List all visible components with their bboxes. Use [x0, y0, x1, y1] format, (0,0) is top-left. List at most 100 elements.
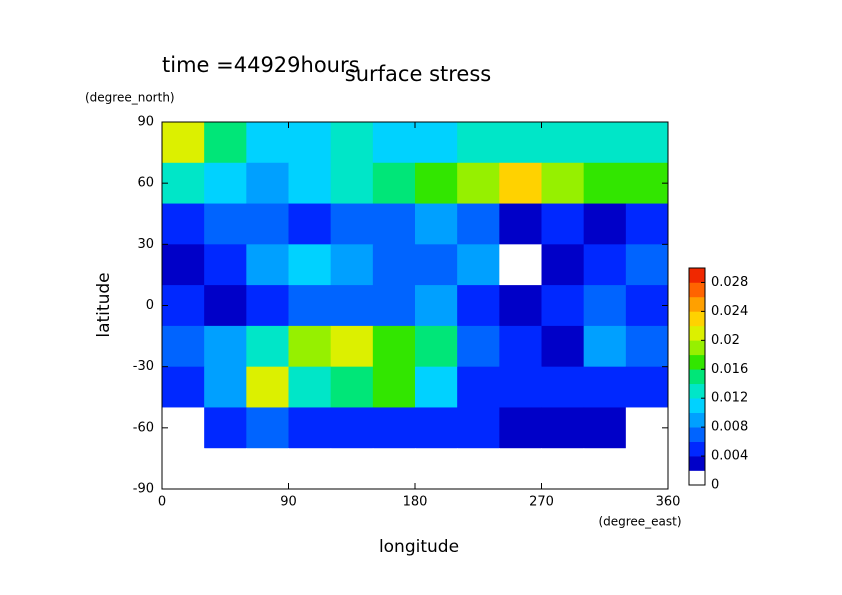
field-cell: [204, 325, 247, 368]
x-tick-label: 0: [158, 495, 166, 510]
field-cell: [625, 285, 669, 327]
field-cell: [372, 285, 416, 327]
colorbar-swatch: [689, 427, 705, 442]
field-cell: [457, 407, 500, 449]
colorbar-swatch: [689, 340, 705, 356]
field-cell: [372, 162, 416, 205]
colorbar-swatch: [689, 325, 705, 341]
field-cell: [415, 325, 458, 368]
y-tick-label: 30: [137, 237, 154, 252]
field-cell: [162, 325, 205, 368]
field-cell: [162, 244, 205, 286]
field-cell: [499, 325, 542, 368]
colorbar-swatch: [689, 354, 705, 370]
colorbar-tick-label: 0: [711, 478, 719, 493]
field-cell: [330, 325, 374, 368]
field-cell: [288, 162, 332, 205]
x-units: (degree_east): [598, 515, 681, 529]
field-cell: [372, 448, 416, 490]
colorbar-swatch: [689, 470, 705, 486]
field-cell: [499, 407, 542, 449]
field-cell: [499, 122, 542, 164]
field-cell: [162, 162, 205, 205]
field-cell: [457, 244, 500, 286]
field-cell: [288, 244, 332, 286]
field-cell: [246, 325, 289, 368]
field-cell: [204, 285, 247, 327]
y-units: (degree_north): [85, 91, 175, 105]
y-tick-label: 0: [146, 298, 154, 313]
field-cell: [204, 244, 247, 286]
field-cell: [162, 448, 205, 490]
field-cell: [288, 203, 332, 245]
field-cell: [499, 203, 542, 245]
field-cell: [330, 285, 374, 327]
field-cell: [162, 285, 205, 327]
field-cell: [372, 203, 416, 245]
colorbar-frame: [688, 267, 706, 486]
field-cell: [415, 448, 458, 490]
field-cell: [457, 448, 500, 490]
y-tick-label: -90: [133, 482, 154, 497]
field-cell: [246, 366, 289, 408]
field-cell: [288, 448, 332, 490]
field-cell: [330, 244, 374, 286]
field-cell: [372, 122, 416, 164]
field-cell: [330, 448, 374, 490]
colorbar-tick-label: 0.004: [711, 449, 748, 464]
colorbar-swatch: [689, 456, 705, 471]
field-cell: [162, 366, 205, 408]
colorbar-swatch: [689, 282, 705, 298]
field-cell: [583, 203, 627, 245]
field-cell: [330, 407, 374, 449]
colorbar-tick-label: 0.02: [711, 333, 740, 348]
field-cell: [583, 448, 627, 490]
field-cell: [204, 122, 247, 164]
colorbar-swatch: [689, 398, 705, 413]
field-cell: [288, 407, 332, 449]
field-cell: [204, 448, 247, 490]
field-cell: [583, 285, 627, 327]
field-cell: [372, 244, 416, 286]
colorbar-tick-label: 0.016: [711, 362, 748, 377]
field-cell: [415, 366, 458, 408]
field-cell: [246, 122, 289, 164]
field-cell: [625, 325, 669, 368]
colorbar-swatch: [689, 296, 705, 312]
field-cell: [499, 448, 542, 490]
field-cell: [499, 162, 542, 205]
field-cell: [246, 203, 289, 245]
field-cell: [541, 407, 585, 449]
field-cell: [246, 448, 289, 490]
x-axis-label: longitude: [379, 537, 459, 557]
field-cell: [625, 448, 669, 490]
field-cell: [288, 122, 332, 164]
field-cell: [583, 244, 627, 286]
field-cell: [583, 122, 627, 164]
field-cell: [583, 325, 627, 368]
y-tick-label: -60: [133, 420, 154, 435]
colorbar-swatch: [689, 441, 705, 457]
field-cell: [457, 285, 500, 327]
field-cell: [162, 203, 205, 245]
y-tick-label: 60: [137, 176, 154, 191]
field-cell: [415, 407, 458, 449]
chart-title: surface stress: [345, 62, 491, 86]
field-cell: [415, 162, 458, 205]
colorbar-tick-label: 0.008: [711, 420, 748, 435]
field-cell: [583, 366, 627, 408]
field-cell: [541, 366, 585, 408]
field-cell: [541, 203, 585, 245]
colorbar-tick-label: 0.024: [711, 304, 748, 319]
field-cell: [204, 203, 247, 245]
colorbar-swatch: [689, 369, 705, 385]
field-cell: [330, 122, 374, 164]
colorbar-swatch: [689, 383, 705, 399]
field-cell: [372, 366, 416, 408]
field: [162, 122, 669, 490]
x-tick-label: 90: [280, 495, 297, 510]
field-cell: [288, 325, 332, 368]
y-tick-label: -30: [133, 359, 154, 374]
field-cell: [288, 366, 332, 408]
colorbar-swatch: [689, 268, 705, 283]
